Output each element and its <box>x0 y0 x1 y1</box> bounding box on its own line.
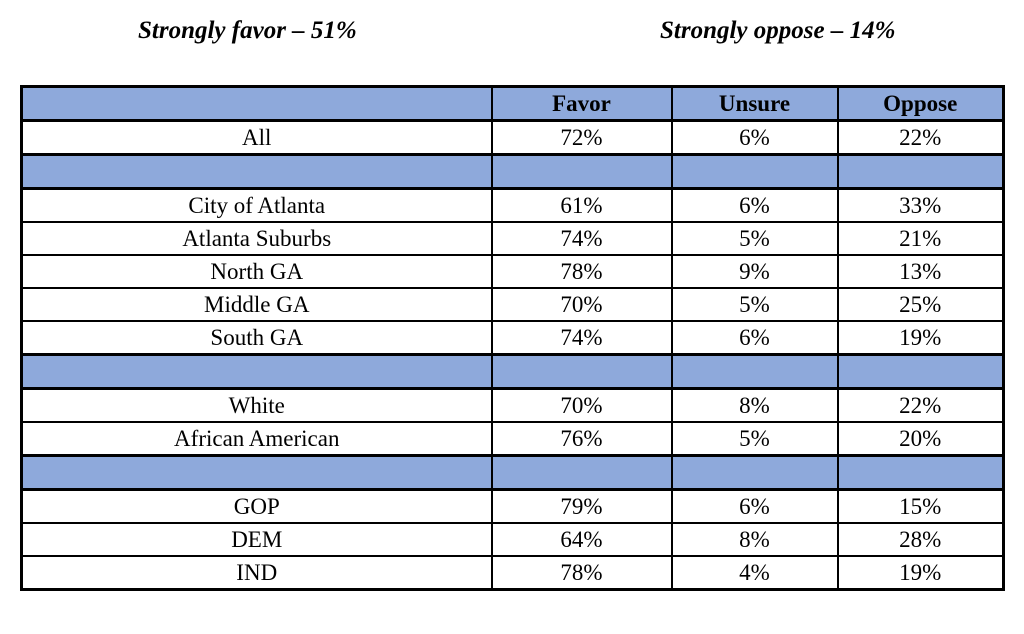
row-value-cell: 5% <box>670 421 839 457</box>
row-value-cell <box>836 454 1005 491</box>
row-label-cell: Middle GA <box>20 287 493 322</box>
row-label-cell: African American <box>20 421 493 457</box>
row-value-cell: 19% <box>836 320 1005 356</box>
row-value-cell: 15% <box>836 488 1005 524</box>
row-value-cell: 74% <box>490 320 673 356</box>
row-value-cell <box>670 454 839 491</box>
row-value-cell <box>670 353 839 390</box>
row-value-cell: 78% <box>490 555 673 591</box>
table-row: Atlanta Suburbs 74% 5% 21% <box>20 221 1005 256</box>
row-value-cell: 78% <box>490 254 673 289</box>
row-label-cell: IND <box>20 555 493 591</box>
header-cell-unsure: Unsure <box>670 85 839 122</box>
row-value-cell: 33% <box>836 187 1005 223</box>
row-value-cell: 22% <box>836 119 1005 156</box>
row-value-cell: 64% <box>490 522 673 557</box>
row-label-cell: White <box>20 387 493 423</box>
row-value-cell: 25% <box>836 287 1005 322</box>
row-value-cell: 28% <box>836 522 1005 557</box>
row-value-cell <box>490 353 673 390</box>
row-value-cell: 21% <box>836 221 1005 256</box>
row-value-cell <box>490 153 673 190</box>
row-value-cell: 13% <box>836 254 1005 289</box>
row-value-cell: 8% <box>670 522 839 557</box>
row-value-cell: 79% <box>490 488 673 524</box>
header-cell-oppose: Oppose <box>836 85 1005 122</box>
row-value-cell: 70% <box>490 287 673 322</box>
row-value-cell: 74% <box>490 221 673 256</box>
row-value-cell: 20% <box>836 421 1005 457</box>
row-label-cell: DEM <box>20 522 493 557</box>
row-value-cell: 22% <box>836 387 1005 423</box>
table-row: Middle GA 70% 5% 25% <box>20 287 1005 322</box>
row-value-cell: 61% <box>490 187 673 223</box>
row-value-cell <box>836 153 1005 190</box>
row-label-cell <box>20 153 493 190</box>
poll-results-table: Favor Unsure Oppose All 72% 6% 22% City of A… <box>20 85 1005 591</box>
row-value-cell: 9% <box>670 254 839 289</box>
row-value-cell: 6% <box>670 187 839 223</box>
table-row: DEM 64% 8% 28% <box>20 522 1005 557</box>
row-value-cell: 8% <box>670 387 839 423</box>
row-value-cell <box>670 153 839 190</box>
row-value-cell: 4% <box>670 555 839 591</box>
table-row: White 70% 8% 22% <box>20 387 1005 423</box>
table-row: IND 78% 4% 19% <box>20 555 1005 591</box>
strongly-favor-note: Strongly favor – 51% <box>138 17 357 44</box>
table-row: North GA 78% 9% 13% <box>20 254 1005 289</box>
strongly-oppose-note: Strongly oppose – 14% <box>660 17 896 44</box>
table-row: African American 76% 5% 20% <box>20 421 1005 457</box>
row-value-cell: 6% <box>670 488 839 524</box>
row-label-cell <box>20 454 493 491</box>
row-label-cell: City of Atlanta <box>20 187 493 223</box>
row-label-cell: North GA <box>20 254 493 289</box>
row-value-cell <box>490 454 673 491</box>
table-row: City of Atlanta 61% 6% 33% <box>20 187 1005 223</box>
separator-row <box>20 353 1005 390</box>
row-value-cell <box>836 353 1005 390</box>
row-value-cell: 5% <box>670 287 839 322</box>
poll-table-body: All 72% 6% 22% City of Atlanta 61% 6% 33% Atlant… <box>20 119 1005 591</box>
table-row: GOP 79% 6% 15% <box>20 488 1005 524</box>
row-label-cell: Atlanta Suburbs <box>20 221 493 256</box>
table-row: All 72% 6% 22% <box>20 119 1005 156</box>
row-label-cell: All <box>20 119 493 156</box>
row-label-cell <box>20 353 493 390</box>
row-value-cell: 6% <box>670 119 839 156</box>
row-value-cell: 76% <box>490 421 673 457</box>
row-value-cell: 6% <box>670 320 839 356</box>
row-value-cell: 72% <box>490 119 673 156</box>
row-value-cell: 70% <box>490 387 673 423</box>
row-label-cell: GOP <box>20 488 493 524</box>
header-cell-blank <box>20 85 493 122</box>
header-cell-favor: Favor <box>490 85 673 122</box>
separator-row <box>20 454 1005 491</box>
row-label-cell: South GA <box>20 320 493 356</box>
table-header-row: Favor Unsure Oppose <box>20 85 1005 122</box>
row-value-cell: 5% <box>670 221 839 256</box>
row-value-cell: 19% <box>836 555 1005 591</box>
table-row: South GA 74% 6% 19% <box>20 320 1005 356</box>
separator-row <box>20 153 1005 190</box>
